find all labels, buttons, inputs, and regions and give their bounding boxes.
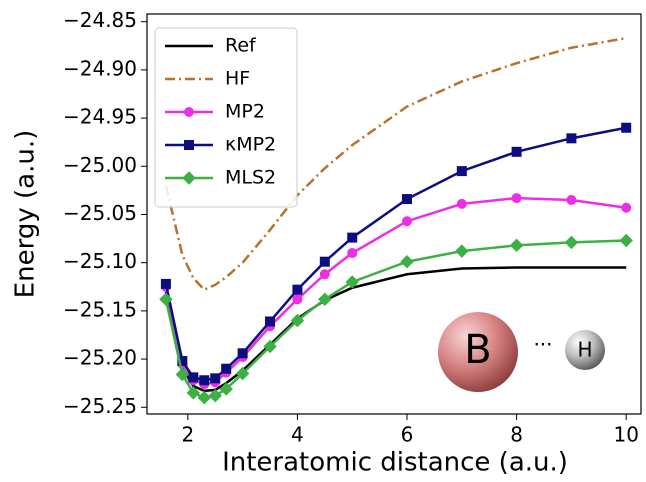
legend-label: κMP2 xyxy=(225,134,276,156)
marker xyxy=(219,382,233,396)
y-tick-label: −25.20 xyxy=(63,346,137,370)
x-tick-label: 8 xyxy=(510,423,523,447)
marker xyxy=(509,238,524,253)
marker xyxy=(186,386,201,400)
legend-box xyxy=(154,27,298,208)
series-line xyxy=(164,196,627,386)
legend-label: MP2 xyxy=(225,101,265,123)
marker xyxy=(345,275,359,289)
marker xyxy=(184,107,194,117)
marker xyxy=(199,375,210,386)
series-line xyxy=(164,239,627,399)
marker xyxy=(319,269,330,280)
marker xyxy=(347,248,358,259)
y-tick-label: −25.10 xyxy=(63,249,137,273)
x-tick-label: 2 xyxy=(181,423,194,447)
marker xyxy=(621,122,632,133)
marker xyxy=(197,390,211,405)
marker xyxy=(292,294,303,305)
marker xyxy=(318,292,332,307)
marker xyxy=(564,235,579,250)
marker xyxy=(566,133,577,144)
legend-label: Ref xyxy=(225,35,257,57)
legend: Ref HF MP2 κMP2 MLS2 xyxy=(154,27,298,208)
marker xyxy=(265,316,276,327)
y-tick-label: −25.15 xyxy=(63,297,137,321)
marker xyxy=(177,355,188,366)
marker xyxy=(621,202,632,213)
y-tick-label: −24.95 xyxy=(63,105,137,129)
marker xyxy=(237,348,248,359)
x-tick-label: 4 xyxy=(291,423,304,447)
marker xyxy=(292,284,303,295)
marker xyxy=(402,194,413,205)
marker xyxy=(511,146,522,157)
series-line xyxy=(164,126,627,382)
marker xyxy=(160,278,171,289)
atom-label: B xyxy=(464,327,491,373)
marker xyxy=(619,233,633,248)
marker xyxy=(400,255,414,269)
marker xyxy=(319,256,330,267)
y-tick-label: −25.05 xyxy=(63,201,137,225)
marker xyxy=(566,195,577,206)
atom-sphere xyxy=(565,330,605,370)
y-tick-label: −25.25 xyxy=(63,394,137,418)
marker xyxy=(456,198,467,209)
y-tick-label: −24.90 xyxy=(63,56,137,80)
marker xyxy=(235,366,250,381)
marker xyxy=(210,373,221,384)
y-tick-label: −25.00 xyxy=(63,153,137,177)
marker xyxy=(159,292,173,307)
y-tick-label: −24.85 xyxy=(63,8,137,32)
x-axis-label: Interatomic distance (a.u.) xyxy=(222,448,568,478)
marker xyxy=(221,363,232,374)
marker xyxy=(455,244,469,258)
x-tick-label: 10 xyxy=(613,423,638,447)
atom-sphere xyxy=(438,312,518,392)
y-axis-label: Energy (a.u.) xyxy=(11,130,41,299)
series-line xyxy=(164,36,627,292)
marker xyxy=(511,193,522,204)
marker xyxy=(182,171,196,185)
series-line xyxy=(164,266,627,393)
marker xyxy=(175,367,190,382)
marker xyxy=(184,140,194,150)
marker xyxy=(456,166,467,177)
marker xyxy=(263,339,277,354)
legend-label: HF xyxy=(225,68,250,90)
marker xyxy=(290,313,305,328)
marker xyxy=(188,372,199,383)
marker xyxy=(347,232,358,243)
marker xyxy=(402,216,413,227)
bond-label: ··· xyxy=(533,333,552,357)
inset: B ··· H xyxy=(438,312,605,392)
atom-label: H xyxy=(577,338,592,362)
legend-label: MLS2 xyxy=(225,167,276,189)
x-tick-label: 6 xyxy=(401,423,414,447)
marker xyxy=(208,388,222,403)
plot xyxy=(159,36,633,405)
